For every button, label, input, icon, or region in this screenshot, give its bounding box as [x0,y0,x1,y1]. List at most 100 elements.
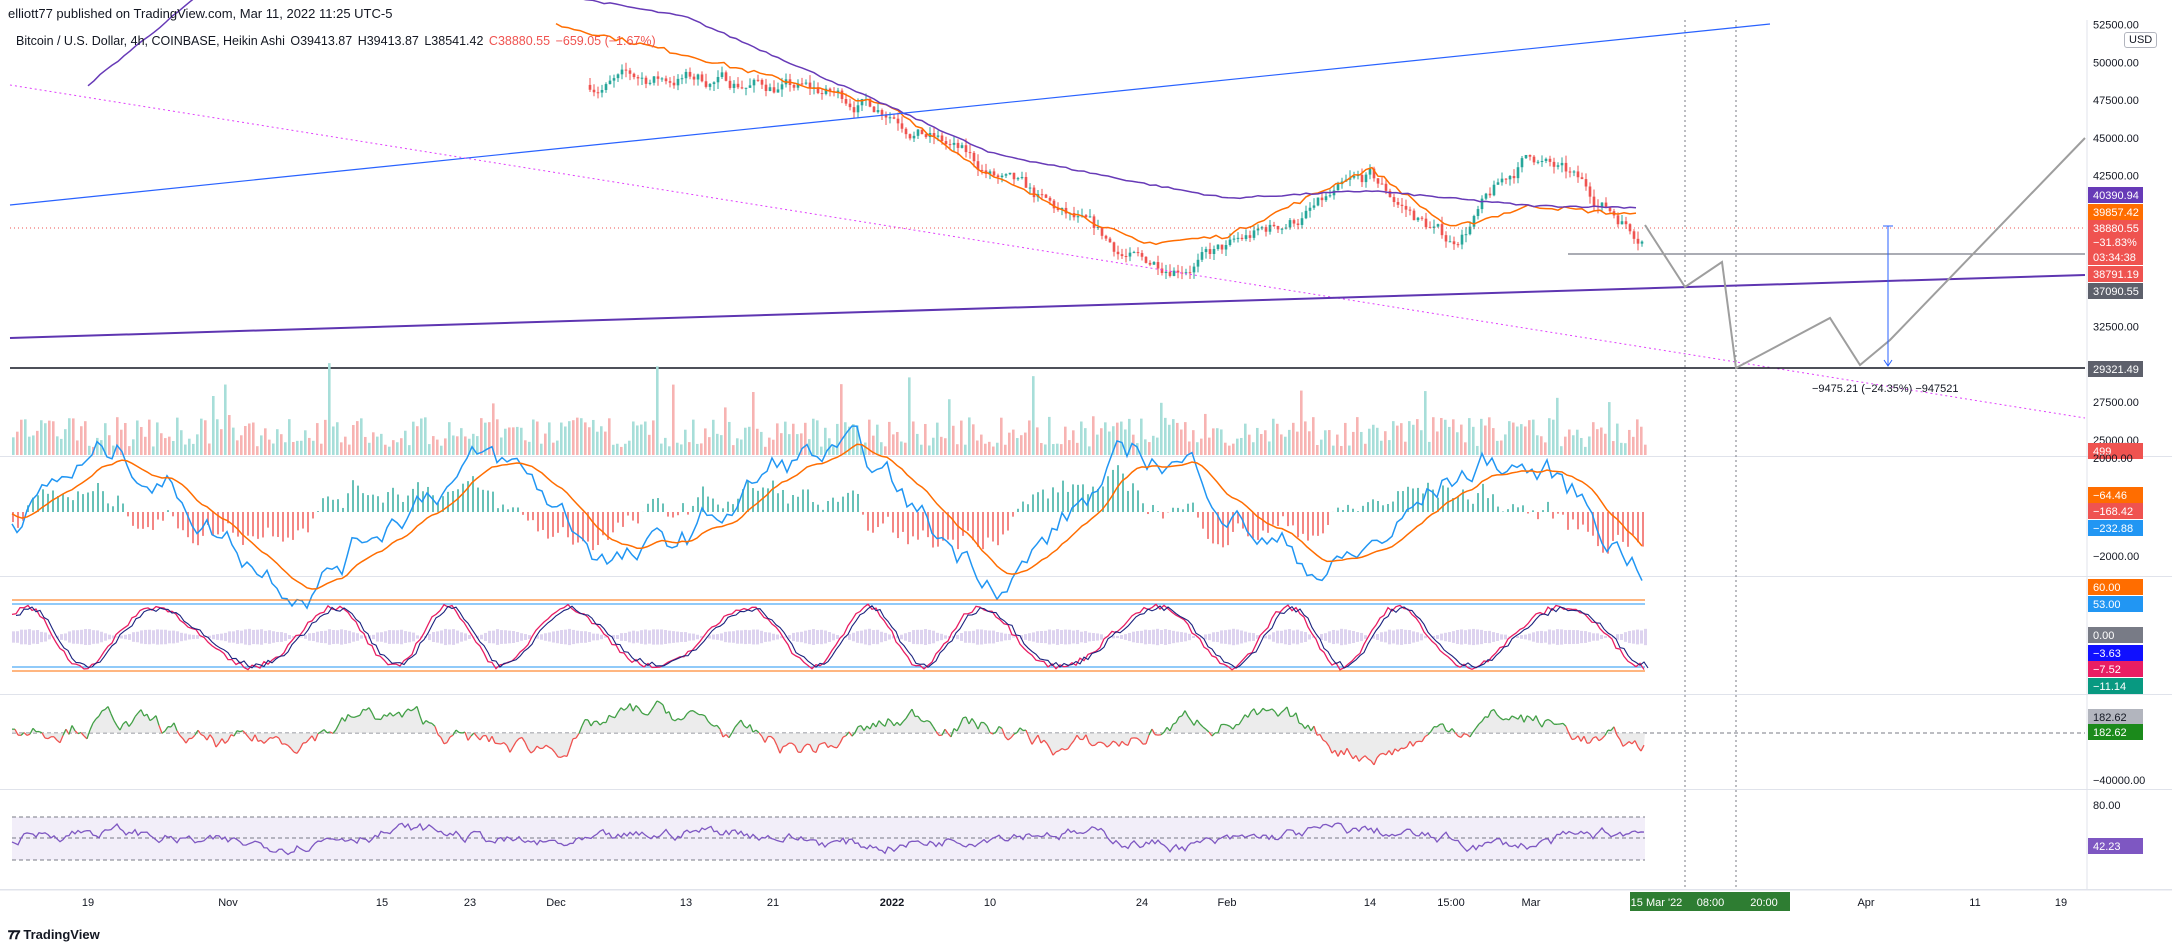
volume-bar [1076,442,1079,455]
volume-bar [1152,435,1155,455]
macd-histogram-bar [1187,503,1189,512]
time-tick-label: Feb [1218,897,1237,909]
osc-histogram-bar [336,630,339,644]
cumulative-line-segment [611,716,616,719]
cumulative-line-segment [1415,740,1420,743]
candle-body [824,88,828,94]
macd-histogram-bar [1157,511,1159,512]
volume-bar [80,426,83,455]
candle-body [1632,231,1636,239]
price-label-bg [2088,187,2143,203]
cumulative-line-segment [1532,715,1537,722]
volume-bar [900,441,903,455]
cumulative-line-segment [26,733,31,737]
osc-histogram-bar [668,630,671,644]
cumulative-line-segment [587,719,592,727]
cumulative-line-segment [1562,722,1567,727]
macd-histogram-bar [407,495,409,512]
cumulative-line-segment [917,715,922,721]
price-tick-label: 50000.00 [2093,57,2139,69]
cumulative-line-segment [836,742,841,749]
osc-histogram-bar [972,630,975,644]
candle-body [1536,161,1540,163]
candle-body [1264,227,1268,232]
candle-body [956,142,960,148]
cumulative-line-segment [629,703,634,712]
osc-histogram-bar [172,630,175,644]
cumulative-line-segment [668,711,673,720]
candle-body [1092,216,1096,228]
osc-histogram-bar [1040,630,1043,644]
osc-histogram-bar [104,633,107,641]
volume-bar [828,438,831,455]
cumulative-line-segment [1514,716,1519,720]
cumulative-line-segment [626,703,631,709]
macd-histogram-bar [202,512,204,536]
osc-histogram-bar [224,632,227,642]
cumulative-line-segment [842,735,847,738]
osc-histogram-bar [316,631,319,643]
cumulative-line-segment [266,737,271,742]
candle-body [828,88,832,92]
cumulative-line-segment [230,734,235,737]
volume-bar [60,438,63,455]
symbol-name[interactable]: Bitcoin / U.S. Dollar, 4h, COINBASE, Hei… [16,34,285,48]
cumulative-line-segment [371,712,376,720]
candle-body [1304,210,1308,219]
cumulative-line-segment [1028,737,1033,745]
macd-histogram-bar [1407,486,1409,512]
cumulative-line-segment [116,725,121,731]
cumulative-line-segment [1589,737,1594,744]
osc-histogram-bar [1132,631,1135,643]
time-tick-label: 15:00 [1437,897,1465,909]
volume-bar [1236,438,1239,455]
volume-bar [424,417,427,455]
volume-bar [40,420,43,455]
candle-body [744,87,748,89]
price-label-bg [2088,283,2143,299]
osc-histogram-bar [332,630,335,644]
osc-histogram-bar [1380,632,1383,642]
rsi-tick-label: 80.00 [2093,800,2121,812]
volume-bar [240,435,243,455]
price-tick-label: 27500.00 [2093,397,2139,409]
cumulative-line-segment [815,744,820,753]
cumulative-line-segment [1346,747,1351,755]
cumulative-line-segment [71,725,76,732]
volume-bar [168,436,171,455]
footer-brand[interactable]: 𝟕𝟕 TradingView [8,927,100,943]
osc-histogram-bar [744,629,747,645]
candle-body [720,72,724,77]
candle-body [1520,158,1524,168]
volume-bar [668,446,671,455]
osc-histogram-bar [1488,630,1491,644]
cumulative-line-segment [674,718,679,722]
volume-bar [988,441,991,455]
volume-bar [444,438,447,455]
macd-histogram-bar [362,493,364,512]
osc-histogram-bar [1016,636,1019,638]
macd-histogram-bar [1602,512,1604,553]
volume-bar [1428,441,1431,455]
candle-body [1204,249,1208,253]
cumulative-line-segment [920,719,925,723]
cumulative-line-segment [860,725,865,731]
macd-histogram-bar [1207,512,1209,539]
volume-bar [824,427,827,455]
volume-bar [1264,430,1267,455]
osc-histogram-bar [1176,631,1179,643]
brand-label: TradingView [23,927,100,942]
volume-bar [972,424,975,455]
volume-bar [1380,440,1383,455]
volume-bar [1144,439,1147,455]
osc-histogram-bar [936,632,939,642]
macd-histogram-bar [1057,492,1059,512]
candle-body [900,123,904,129]
cumulative-line-segment [1169,723,1174,732]
osc-histogram-bar [128,634,131,640]
cumulative-line-segment [1484,716,1489,718]
currency-button[interactable]: USD [2124,32,2158,48]
macd-histogram-bar [467,481,469,512]
volume-bar [1560,446,1563,455]
